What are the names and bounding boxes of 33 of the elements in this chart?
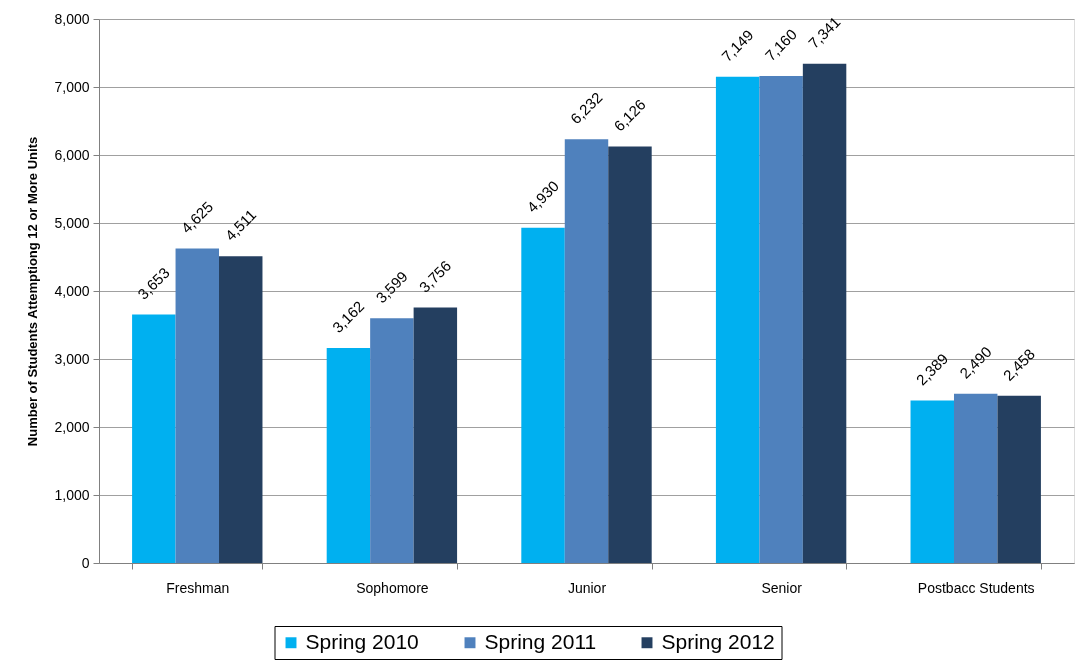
y-tick-label: 0 bbox=[81, 554, 90, 571]
bar bbox=[326, 347, 371, 563]
bar bbox=[413, 307, 458, 563]
x-tick-label: Sophomore bbox=[356, 579, 429, 596]
bar bbox=[219, 256, 263, 563]
bar bbox=[608, 146, 652, 563]
legend-label: Spring 2010 bbox=[305, 629, 419, 653]
y-axis-title: Number of Students Attemptiong 12 or More Units bbox=[25, 136, 41, 447]
x-tick-label: Postbacc Students bbox=[917, 579, 1035, 596]
bar bbox=[953, 393, 998, 563]
y-tick-label: 3,000 bbox=[54, 350, 90, 367]
y-tick-label: 8,000 bbox=[54, 10, 90, 27]
y-tick-label: 7,000 bbox=[54, 78, 90, 95]
legend-label: Spring 2011 bbox=[484, 629, 597, 653]
x-tick-label: Freshman bbox=[166, 579, 230, 596]
legend-label: Spring 2012 bbox=[661, 629, 775, 653]
bar bbox=[910, 400, 954, 563]
y-tick-label: 5,000 bbox=[54, 214, 90, 231]
bar bbox=[997, 395, 1041, 563]
x-tick-label: Senior bbox=[761, 579, 803, 596]
y-tick-label: 2,000 bbox=[54, 418, 90, 435]
bar bbox=[759, 76, 803, 563]
y-tick-label: 4,000 bbox=[54, 282, 90, 299]
bar bbox=[521, 227, 565, 563]
x-tick-label: Junior bbox=[567, 579, 607, 596]
bar bbox=[802, 63, 847, 563]
bar bbox=[175, 248, 220, 563]
bar bbox=[132, 314, 176, 563]
bar bbox=[564, 139, 609, 563]
y-tick-label: 1,000 bbox=[54, 486, 90, 503]
bar bbox=[370, 318, 414, 563]
y-tick-label: 6,000 bbox=[54, 146, 90, 163]
bar bbox=[715, 76, 760, 563]
